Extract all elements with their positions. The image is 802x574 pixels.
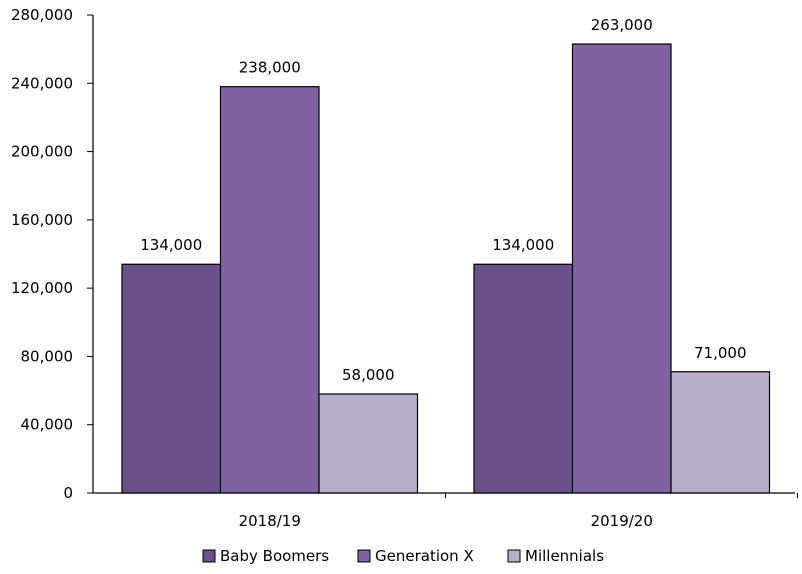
y-tick-label: 0 [63,484,73,502]
legend-label: Baby Boomers [220,547,329,565]
y-tick-label: 40,000 [21,416,74,434]
legend: Baby Boomers Generation X Millennials [202,547,604,565]
bar-generation-x-0 [219,86,320,494]
bar-millennials-1 [670,371,771,494]
bar-baby-boomers-0 [121,263,222,494]
bar-generation-x-1 [571,43,672,494]
bar-baby-boomers-1 [473,263,574,494]
x-axis-categories: 2018/19 2019/20 [239,493,798,530]
data-label: 71,000 [694,344,747,362]
data-label: 134,000 [492,236,554,254]
legend-label: Millennials [525,547,604,565]
x-category-label: 2018/19 [239,512,301,530]
y-tick-label: 200,000 [11,143,73,161]
legend-swatch-millennials [507,549,521,563]
bar-millennials-0 [318,393,419,494]
data-label: 58,000 [342,366,395,384]
y-tick-label: 280,000 [11,6,73,24]
data-label: 134,000 [140,236,202,254]
y-tick-label: 240,000 [11,74,73,92]
legend-label: Generation X [375,547,474,565]
data-label: 238,000 [239,59,301,77]
bars [121,43,771,494]
y-tick-label: 80,000 [21,347,74,365]
y-tick-label: 160,000 [11,211,73,229]
y-axis-ticks: 0 40,000 80,000 120,000 160,000 200,000 240,00… [11,6,93,502]
data-labels: 134,000 238,000 58,000 134,000 263,000 71,000 [140,16,746,384]
legend-swatch-generation-x [357,549,371,563]
data-label: 263,000 [591,16,653,34]
y-tick-label: 120,000 [11,279,73,297]
x-category-label: 2019/20 [591,512,653,530]
legend-swatch-baby-boomers [202,549,216,563]
